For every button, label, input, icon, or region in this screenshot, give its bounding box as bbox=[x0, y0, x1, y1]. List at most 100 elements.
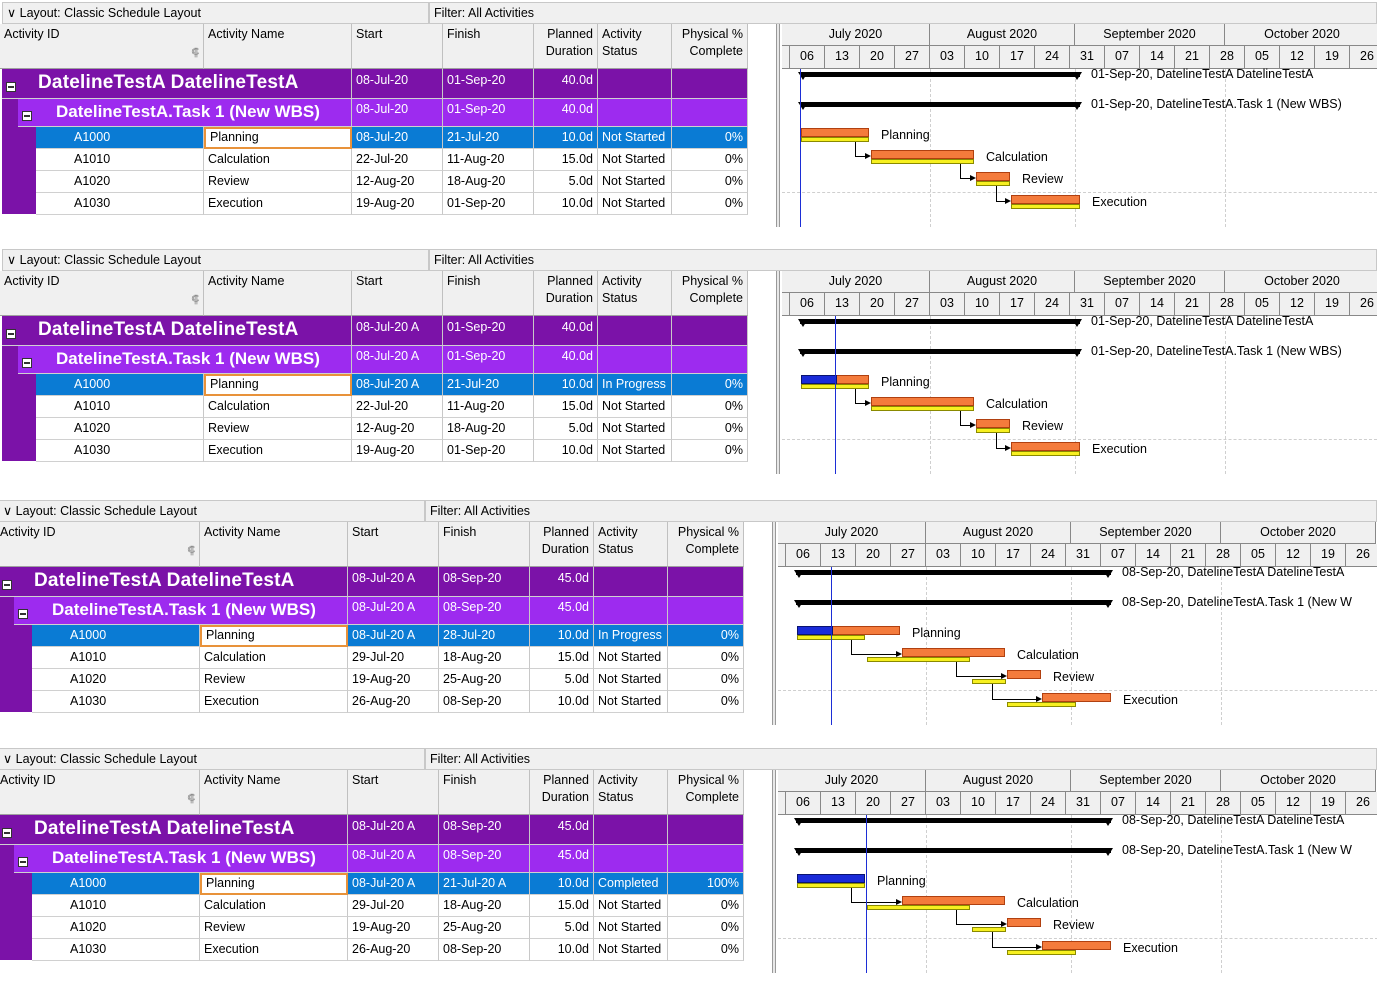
activity-bar-remaining[interactable] bbox=[1007, 918, 1041, 927]
column-header-activity-id[interactable]: Activity ID ⸿ bbox=[0, 522, 200, 567]
wbs-summary-bar[interactable] bbox=[794, 848, 1113, 856]
wbs-summary-bar[interactable] bbox=[798, 349, 1082, 357]
pane-splitter[interactable] bbox=[772, 522, 776, 725]
collapse-toggle-icon[interactable] bbox=[18, 857, 28, 867]
activity-row[interactable]: A1000 Planning 08-Jul-20 21-Jul-20 10.0d Not … bbox=[0, 127, 748, 149]
layout-selector[interactable]: ∨ Layout: Classic Schedule Layout bbox=[2, 249, 429, 271]
activity-name[interactable]: Calculation bbox=[204, 396, 352, 418]
filter-icon[interactable]: ⸿ bbox=[187, 793, 195, 805]
pane-splitter[interactable] bbox=[772, 770, 776, 973]
activity-row[interactable]: A1030 Execution 19-Aug-20 01-Sep-20 10.0d Not… bbox=[0, 440, 748, 462]
column-header-activity-status[interactable]: Activity Status bbox=[594, 522, 668, 567]
column-header-physical[interactable]: Physical % Complete bbox=[672, 24, 748, 69]
column-header-start[interactable]: Start bbox=[348, 522, 439, 567]
wbs-summary-bar[interactable] bbox=[798, 102, 1082, 110]
activity-row[interactable]: A1010 Calculation 22-Jul-20 11-Aug-20 15.0d N… bbox=[0, 396, 748, 418]
column-header-activity-name[interactable]: Activity Name bbox=[204, 24, 352, 69]
activity-bar-actual[interactable] bbox=[797, 874, 865, 883]
column-header-start[interactable]: Start bbox=[348, 770, 439, 815]
collapse-toggle-icon[interactable] bbox=[6, 329, 16, 339]
activity-bar-remaining[interactable] bbox=[1011, 442, 1080, 451]
wbs-row-task[interactable]: DatelineTestA.Task 1 (New WBS) 08-Jul-20 … bbox=[0, 597, 744, 625]
column-header-start[interactable]: Start bbox=[352, 271, 443, 316]
activity-bar-remaining[interactable] bbox=[871, 397, 974, 406]
activity-name[interactable]: Calculation bbox=[200, 647, 348, 669]
wbs-summary-bar[interactable] bbox=[798, 319, 1082, 327]
column-header-activity-id[interactable]: Activity ID ⸿ bbox=[0, 271, 204, 316]
pane-splitter[interactable] bbox=[776, 24, 780, 227]
activity-name[interactable]: Review bbox=[200, 917, 348, 939]
activity-bar-remaining[interactable] bbox=[801, 128, 869, 137]
column-header-activity-name[interactable]: Activity Name bbox=[204, 271, 352, 316]
activity-bar-remaining[interactable] bbox=[976, 419, 1010, 428]
wbs-row-project[interactable]: DatelineTestA DatelineTestA 08-Jul-20 A 08… bbox=[0, 567, 744, 597]
collapse-toggle-icon[interactable] bbox=[2, 828, 12, 838]
activity-name[interactable]: Planning bbox=[200, 873, 348, 895]
column-header-activity-name[interactable]: Activity Name bbox=[200, 522, 348, 567]
activity-name[interactable]: Execution bbox=[200, 691, 348, 713]
activity-row[interactable]: A1000 Planning 08-Jul-20 A 21-Jul-20 A 10.0d… bbox=[0, 873, 744, 895]
layout-selector[interactable]: ∨ Layout: Classic Schedule Layout bbox=[2, 2, 429, 24]
filter-icon[interactable]: ⸿ bbox=[191, 47, 199, 59]
column-header-physical[interactable]: Physical % Complete bbox=[668, 770, 744, 815]
column-header-planned-duration[interactable]: Planned Duration bbox=[534, 24, 598, 69]
activity-name[interactable]: Review bbox=[204, 171, 352, 193]
activity-bar-actual[interactable] bbox=[801, 375, 837, 384]
column-header-activity-id[interactable]: Activity ID ⸿ bbox=[0, 770, 200, 815]
activity-row[interactable]: A1030 Execution 26-Aug-20 08-Sep-20 10.0d Not… bbox=[0, 691, 744, 713]
activity-bar-remaining[interactable] bbox=[976, 172, 1010, 181]
activity-row[interactable]: A1020 Review 12-Aug-20 18-Aug-20 5.0d Not Sta… bbox=[0, 418, 748, 440]
activity-bar-remaining[interactable] bbox=[902, 648, 1005, 657]
filter-icon[interactable]: ⸿ bbox=[187, 545, 195, 557]
column-header-physical[interactable]: Physical % Complete bbox=[668, 522, 744, 567]
wbs-summary-bar[interactable] bbox=[794, 818, 1113, 826]
activity-bar-actual[interactable] bbox=[797, 626, 833, 635]
activity-row[interactable]: A1020 Review 19-Aug-20 25-Aug-20 5.0d Not Sta… bbox=[0, 669, 744, 691]
wbs-row-project[interactable]: DatelineTestA DatelineTestA 08-Jul-20 01-S… bbox=[0, 69, 748, 99]
activity-name[interactable]: Review bbox=[204, 418, 352, 440]
column-header-planned-duration[interactable]: Planned Duration bbox=[530, 770, 594, 815]
activity-row[interactable]: A1010 Calculation 29-Jul-20 18-Aug-20 15.0d N… bbox=[0, 647, 744, 669]
activity-row[interactable]: A1010 Calculation 29-Jul-20 18-Aug-20 15.0d N… bbox=[0, 895, 744, 917]
collapse-toggle-icon[interactable] bbox=[22, 111, 32, 121]
filter-label[interactable]: Filter: All Activities bbox=[429, 2, 1377, 24]
wbs-summary-bar[interactable] bbox=[794, 600, 1113, 608]
column-header-finish[interactable]: Finish bbox=[443, 24, 534, 69]
activity-row[interactable]: A1000 Planning 08-Jul-20 A 28-Jul-20 10.0d In… bbox=[0, 625, 744, 647]
activity-name[interactable]: Execution bbox=[204, 193, 352, 215]
activity-name[interactable]: Planning bbox=[200, 625, 348, 647]
filter-label[interactable]: Filter: All Activities bbox=[425, 500, 1377, 522]
column-header-finish[interactable]: Finish bbox=[443, 271, 534, 316]
column-header-planned-duration[interactable]: Planned Duration bbox=[534, 271, 598, 316]
layout-selector[interactable]: ∨ Layout: Classic Schedule Layout bbox=[0, 748, 425, 770]
activity-name[interactable]: Review bbox=[200, 669, 348, 691]
wbs-row-project[interactable]: DatelineTestA DatelineTestA 08-Jul-20 A 01… bbox=[0, 316, 748, 346]
activity-name[interactable]: Planning bbox=[204, 127, 352, 149]
column-header-finish[interactable]: Finish bbox=[439, 522, 530, 567]
collapse-toggle-icon[interactable] bbox=[18, 609, 28, 619]
filter-icon[interactable]: ⸿ bbox=[191, 294, 199, 306]
activity-bar-remaining[interactable] bbox=[871, 150, 974, 159]
column-header-finish[interactable]: Finish bbox=[439, 770, 530, 815]
column-header-activity-id[interactable]: Activity ID ⸿ bbox=[0, 24, 204, 69]
activity-name[interactable]: Calculation bbox=[204, 149, 352, 171]
wbs-row-task[interactable]: DatelineTestA.Task 1 (New WBS) 08-Jul-20 … bbox=[0, 346, 748, 374]
activity-name[interactable]: Planning bbox=[204, 374, 352, 396]
filter-label[interactable]: Filter: All Activities bbox=[429, 249, 1377, 271]
activity-row[interactable]: A1000 Planning 08-Jul-20 A 21-Jul-20 10.0d In… bbox=[0, 374, 748, 396]
activity-row[interactable]: A1020 Review 12-Aug-20 18-Aug-20 5.0d Not Sta… bbox=[0, 171, 748, 193]
activity-bar-remaining[interactable] bbox=[1042, 693, 1111, 702]
layout-selector[interactable]: ∨ Layout: Classic Schedule Layout bbox=[0, 500, 425, 522]
activity-name[interactable]: Execution bbox=[200, 939, 348, 961]
activity-bar-remaining[interactable] bbox=[1007, 670, 1041, 679]
collapse-toggle-icon[interactable] bbox=[2, 580, 12, 590]
activity-row[interactable]: A1010 Calculation 22-Jul-20 11-Aug-20 15.0d N… bbox=[0, 149, 748, 171]
wbs-row-task[interactable]: DatelineTestA.Task 1 (New WBS) 08-Jul-20 … bbox=[0, 845, 744, 873]
column-header-activity-status[interactable]: Activity Status bbox=[598, 24, 672, 69]
wbs-row-task[interactable]: DatelineTestA.Task 1 (New WBS) 08-Jul-20 0… bbox=[0, 99, 748, 127]
filter-label[interactable]: Filter: All Activities bbox=[425, 748, 1377, 770]
column-header-activity-name[interactable]: Activity Name bbox=[200, 770, 348, 815]
column-header-activity-status[interactable]: Activity Status bbox=[598, 271, 672, 316]
collapse-toggle-icon[interactable] bbox=[6, 82, 16, 92]
column-header-planned-duration[interactable]: Planned Duration bbox=[530, 522, 594, 567]
